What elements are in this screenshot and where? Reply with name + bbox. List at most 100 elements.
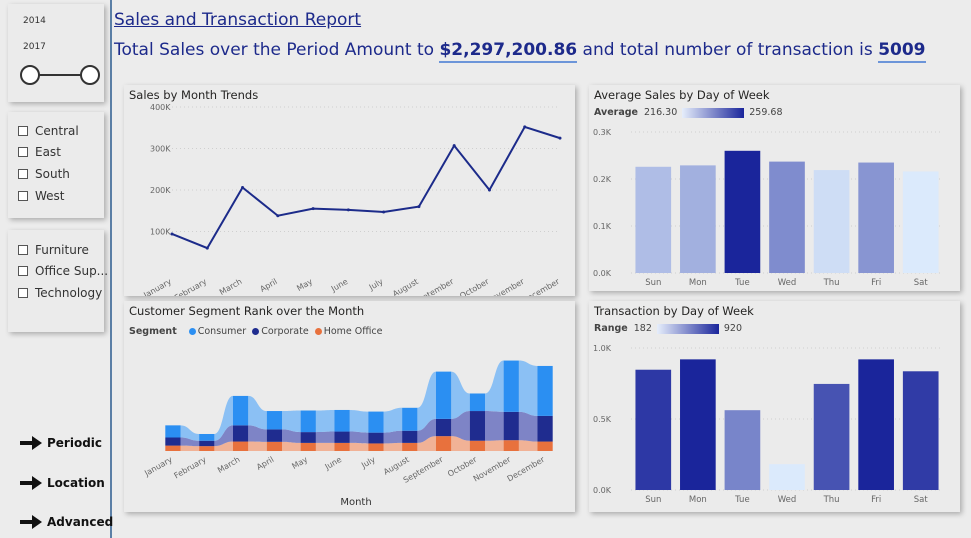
segment-bar <box>199 446 215 451</box>
year-slider-end-handle[interactable] <box>80 65 100 85</box>
bar <box>680 359 716 490</box>
x-tick-label: Tue <box>734 495 750 505</box>
checkbox-icon[interactable] <box>18 288 28 298</box>
y-tick-label: 300K <box>150 145 171 154</box>
x-tick-label: July <box>359 455 377 471</box>
sales-trend-line <box>171 125 561 250</box>
x-tick-label: June <box>323 455 344 472</box>
checkbox-icon[interactable] <box>18 147 28 157</box>
avg-sales-bar-chart[interactable]: 0.0K 0.1K 0.2K 0.3K Sun Mon Tue Wed Thu Fri Sat <box>589 85 960 291</box>
avg-gradient-legend: Average 216.30 259.68 <box>594 107 783 118</box>
segment-bar <box>165 437 181 446</box>
segment-ribbon <box>518 440 538 451</box>
sales-by-month-card: Sales by Month Trends 100K 200K 300K 400K Ja… <box>124 85 575 296</box>
x-tick-label: November <box>485 277 526 296</box>
bar <box>813 383 850 490</box>
segment-ribbon <box>349 409 369 433</box>
y-tick-label: 0.1K <box>593 222 612 231</box>
x-tick-label: September <box>412 277 455 296</box>
range-gradient-legend: Range 182 920 <box>594 323 743 334</box>
y-tick-label: 0.3K <box>593 128 612 137</box>
segment-bar <box>199 440 215 447</box>
data-point <box>558 136 562 140</box>
checkbox-icon[interactable] <box>18 245 28 255</box>
segment-bar <box>266 441 283 451</box>
segment-ribbon <box>451 436 470 451</box>
segment-ribbon <box>214 395 233 441</box>
transactions-bar-chart[interactable]: 0.0K 0.5K 1.0K Sun Mon Tue Wed Thu Fri Sat <box>589 301 960 512</box>
transactions-day-card: Transaction by Day of Week Range 182 920… <box>589 301 960 512</box>
segment-ribbon <box>451 371 470 419</box>
checkbox-icon[interactable] <box>18 191 28 201</box>
checkbox-icon[interactable] <box>18 169 28 179</box>
bar <box>724 410 761 490</box>
segment-ribbon <box>214 441 233 451</box>
segment-ribbon <box>180 445 200 451</box>
category-option-office-supplies[interactable]: Office Sup... <box>18 264 108 278</box>
x-tick-label: January <box>142 455 174 479</box>
x-tick-label: March <box>216 455 242 475</box>
year-start-label: 2014 <box>23 16 46 26</box>
region-option-east[interactable]: East <box>18 145 61 159</box>
bar <box>813 170 850 273</box>
x-tick-label: October <box>458 277 491 296</box>
gradient-bar <box>656 323 719 334</box>
data-point <box>311 207 315 211</box>
region-option-south[interactable]: South <box>18 167 70 181</box>
data-point <box>170 232 174 236</box>
segment-ribbon <box>417 436 436 451</box>
segment-bar <box>368 432 384 444</box>
x-tick-label: Wed <box>778 278 797 288</box>
x-tick-label: Fri <box>871 495 881 505</box>
region-option-central[interactable]: Central <box>18 124 79 138</box>
segment-bar <box>334 409 350 432</box>
segment-bar <box>503 440 519 451</box>
bar <box>680 165 716 273</box>
report-title[interactable]: Sales and Transaction Report <box>114 10 362 30</box>
region-slicer: Central East South West <box>8 112 104 218</box>
data-point <box>452 144 456 148</box>
nav-periodic-button[interactable]: Periodic <box>20 436 102 450</box>
segment-bar <box>503 360 519 412</box>
segment-ribbon <box>282 429 301 443</box>
segment-ribbon <box>383 430 403 444</box>
year-slider-track[interactable] <box>36 74 94 76</box>
bar <box>769 464 805 490</box>
x-tick-label: Thu <box>823 278 840 288</box>
nav-advanced-button[interactable]: Advanced <box>20 515 113 529</box>
bar <box>858 359 894 490</box>
sales-line-chart[interactable]: 100K 200K 300K 400K January February March Apri… <box>124 85 575 296</box>
summary-middle: and total number of transaction is <box>582 40 873 60</box>
segment-bar <box>334 442 350 451</box>
segment-bar <box>503 411 519 441</box>
bar <box>769 161 805 273</box>
category-option-technology[interactable]: Technology <box>18 286 102 300</box>
x-tick-label: July <box>367 277 385 293</box>
consumer-dot-icon <box>188 328 196 335</box>
segment-ribbon <box>383 407 403 433</box>
bar <box>902 171 939 273</box>
y-tick-label: 400K <box>150 103 171 112</box>
nav-location-button[interactable]: Location <box>20 476 105 490</box>
segment-ribbon <box>248 395 267 430</box>
arrow-right-icon <box>20 476 42 490</box>
x-tick-label: Sun <box>645 278 661 288</box>
segment-bar <box>266 411 283 430</box>
chart-title: Customer Segment Rank over the Month <box>129 304 365 318</box>
arrow-right-icon <box>20 436 42 450</box>
x-tick-label: Fri <box>871 278 881 288</box>
total-sales-value: $2,297,200.86 <box>439 40 578 63</box>
region-option-west[interactable]: West <box>18 189 65 203</box>
x-tick-label: February <box>173 455 208 481</box>
segment-ribbon <box>485 411 504 441</box>
checkbox-icon[interactable] <box>18 266 28 276</box>
x-axis-title: Month <box>340 497 371 508</box>
segment-bar <box>232 441 249 451</box>
segment-bar <box>537 365 553 416</box>
checkbox-icon[interactable] <box>18 126 28 136</box>
year-slider-start-handle[interactable] <box>20 65 40 85</box>
data-point <box>346 208 350 212</box>
segment-bar <box>435 418 452 437</box>
category-option-furniture[interactable]: Furniture <box>18 243 89 257</box>
